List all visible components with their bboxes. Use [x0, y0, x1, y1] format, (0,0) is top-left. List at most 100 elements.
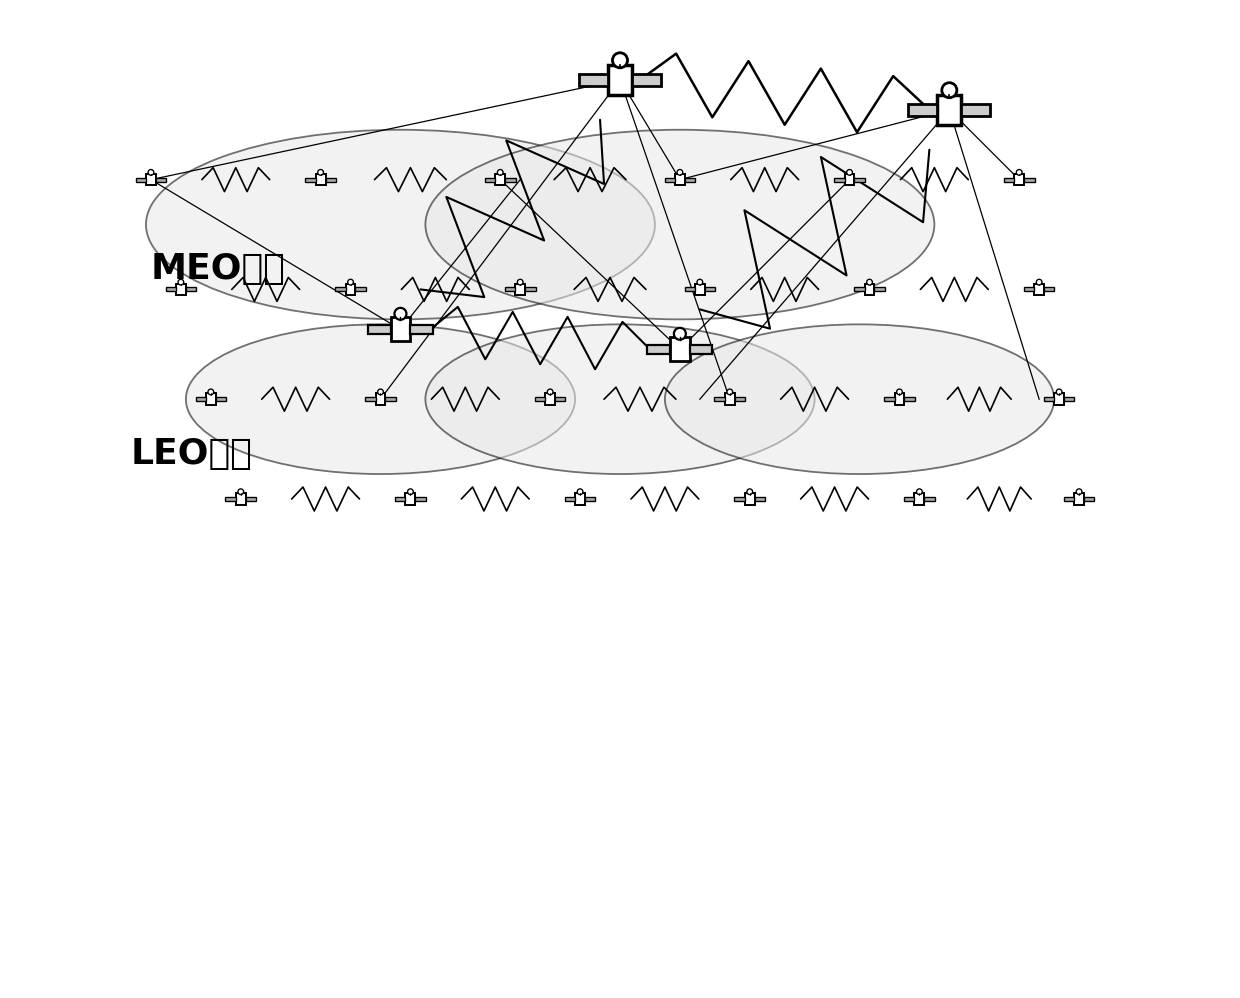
- Bar: [914, 493, 924, 505]
- Bar: [386, 397, 396, 401]
- Bar: [1014, 174, 1024, 186]
- Bar: [937, 95, 961, 125]
- Bar: [1024, 178, 1034, 182]
- Bar: [556, 397, 565, 401]
- Bar: [694, 283, 704, 295]
- Text: MEO卫星: MEO卫星: [151, 252, 285, 286]
- Circle shape: [613, 53, 627, 68]
- Bar: [246, 497, 257, 501]
- Text: LEO卫星: LEO卫星: [131, 437, 253, 471]
- Circle shape: [317, 170, 324, 176]
- Bar: [534, 397, 546, 401]
- Bar: [725, 393, 735, 405]
- Bar: [689, 344, 713, 354]
- Circle shape: [547, 389, 553, 395]
- Bar: [415, 497, 425, 501]
- Bar: [326, 178, 336, 182]
- Bar: [365, 397, 376, 401]
- Ellipse shape: [186, 324, 575, 474]
- Circle shape: [378, 389, 383, 395]
- Circle shape: [394, 307, 407, 319]
- Circle shape: [847, 170, 852, 176]
- Circle shape: [746, 489, 753, 495]
- Bar: [924, 497, 935, 501]
- Bar: [714, 397, 725, 401]
- Circle shape: [697, 279, 703, 285]
- Bar: [135, 178, 146, 182]
- Bar: [186, 287, 196, 291]
- Bar: [495, 174, 505, 186]
- Bar: [305, 178, 316, 182]
- Circle shape: [408, 489, 413, 495]
- Bar: [391, 317, 410, 341]
- Circle shape: [208, 389, 213, 395]
- Bar: [704, 287, 715, 291]
- Bar: [346, 283, 356, 295]
- Circle shape: [578, 489, 583, 495]
- Circle shape: [867, 279, 873, 285]
- Bar: [505, 287, 516, 291]
- Circle shape: [1056, 389, 1061, 395]
- Bar: [226, 497, 236, 501]
- Bar: [1064, 397, 1074, 401]
- Circle shape: [238, 489, 243, 495]
- Bar: [376, 393, 386, 405]
- Bar: [854, 178, 864, 182]
- Bar: [546, 393, 556, 405]
- Bar: [1024, 287, 1034, 291]
- Bar: [665, 178, 675, 182]
- Bar: [176, 283, 186, 295]
- Bar: [1044, 287, 1054, 291]
- Bar: [755, 497, 765, 501]
- Circle shape: [1037, 279, 1042, 285]
- Bar: [1034, 283, 1044, 295]
- Bar: [874, 287, 885, 291]
- Bar: [356, 287, 366, 291]
- Circle shape: [179, 279, 184, 285]
- Circle shape: [347, 279, 353, 285]
- Bar: [1074, 493, 1084, 505]
- Bar: [525, 287, 536, 291]
- Ellipse shape: [665, 324, 1054, 474]
- Bar: [894, 393, 904, 405]
- Bar: [904, 497, 914, 501]
- Bar: [516, 283, 525, 295]
- Circle shape: [897, 389, 903, 395]
- Bar: [206, 393, 216, 405]
- Bar: [908, 104, 937, 116]
- Bar: [410, 324, 433, 334]
- Circle shape: [727, 389, 733, 395]
- Circle shape: [673, 327, 686, 339]
- Bar: [156, 178, 166, 182]
- Bar: [647, 344, 671, 354]
- Bar: [1004, 178, 1014, 182]
- Bar: [405, 493, 415, 505]
- Bar: [1054, 393, 1064, 405]
- Bar: [904, 397, 915, 401]
- Bar: [632, 74, 661, 86]
- Bar: [961, 104, 991, 116]
- Bar: [1064, 497, 1074, 501]
- Bar: [585, 497, 595, 501]
- Bar: [684, 178, 696, 182]
- Bar: [844, 174, 854, 186]
- Bar: [864, 283, 874, 295]
- Bar: [196, 397, 206, 401]
- Bar: [1084, 497, 1095, 501]
- Bar: [575, 493, 585, 505]
- Bar: [608, 65, 632, 95]
- Bar: [146, 174, 156, 186]
- Bar: [564, 497, 575, 501]
- Bar: [368, 324, 391, 334]
- Bar: [745, 493, 755, 505]
- Bar: [854, 287, 864, 291]
- Circle shape: [942, 83, 957, 98]
- Ellipse shape: [425, 324, 815, 474]
- Circle shape: [1076, 489, 1083, 495]
- Bar: [505, 178, 516, 182]
- Bar: [335, 287, 346, 291]
- Bar: [485, 178, 495, 182]
- Circle shape: [677, 170, 683, 176]
- Bar: [316, 174, 326, 186]
- Bar: [884, 397, 894, 401]
